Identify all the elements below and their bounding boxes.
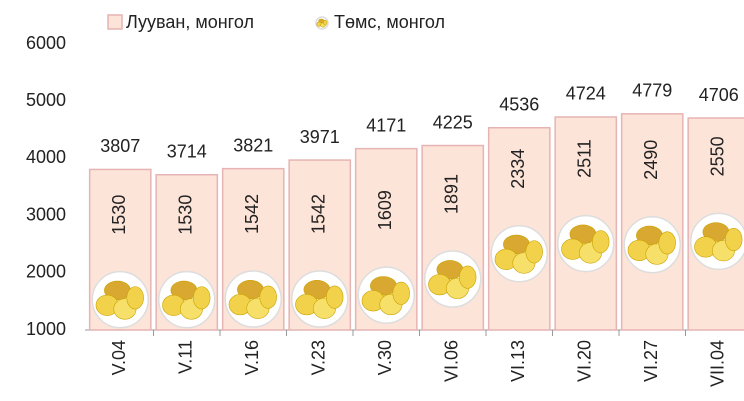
potato-marker: [690, 212, 744, 271]
potato-marker: [490, 224, 548, 283]
potato-marker: [357, 266, 415, 324]
legend-label: Лууван, монгол: [126, 12, 254, 32]
icon-part: [323, 19, 328, 26]
x-tick-label: VI.06: [442, 340, 462, 382]
icon-part: [192, 286, 211, 310]
value-label: 2511: [575, 139, 595, 178]
y-tick-label: 4000: [26, 147, 66, 167]
icon-part: [724, 227, 743, 251]
potato-marker: [91, 270, 149, 329]
value-label: 1530: [176, 195, 196, 235]
icon-part: [325, 285, 344, 309]
potato-marker: [424, 250, 482, 308]
potato-marker: [623, 216, 681, 274]
value-label: 2490: [641, 140, 661, 180]
icon-part: [658, 231, 676, 255]
y-tick-label: 6000: [26, 33, 66, 53]
legend-swatch: [315, 16, 329, 30]
y-tick-label: 3000: [26, 204, 66, 224]
x-tick-label: V.11: [176, 340, 196, 374]
value-label: 1542: [242, 194, 262, 234]
legend-label: Төмс, монгол: [334, 12, 445, 32]
value-label: 4779: [632, 81, 672, 101]
potato-marker: [557, 214, 615, 273]
value-label: 4225: [433, 112, 473, 132]
y-tick-label: 1000: [26, 319, 66, 339]
icon-part: [126, 286, 144, 310]
value-label: 3971: [300, 127, 340, 147]
value-label: 4171: [366, 115, 406, 135]
value-label: 4706: [699, 85, 739, 105]
x-tick-label: V.16: [242, 340, 262, 375]
x-tick-label: VI.20: [575, 340, 595, 382]
icon-part: [458, 265, 477, 289]
potato-marker: [291, 270, 349, 328]
value-label: 1530: [109, 195, 129, 235]
value-label: 1609: [375, 190, 395, 230]
x-tick-label: VII.04: [708, 340, 728, 387]
value-label: 3807: [100, 136, 140, 156]
value-label: 2550: [708, 136, 728, 176]
value-label: 3821: [233, 135, 273, 155]
x-tick-label: VI.27: [641, 340, 661, 382]
icon-part: [259, 285, 277, 309]
x-tick-label: V.04: [109, 340, 129, 375]
potato-marker: [224, 270, 282, 328]
value-label: 2334: [508, 149, 528, 189]
icon-part: [525, 240, 543, 264]
value-label: 3714: [167, 142, 207, 162]
y-tick-label: 5000: [26, 90, 66, 110]
value-label: 1542: [309, 194, 329, 234]
potato-marker: [158, 270, 216, 329]
x-tick-label: V.23: [309, 340, 329, 375]
x-tick-label: V.30: [375, 340, 395, 375]
icon-part: [591, 230, 610, 254]
value-label: 1891: [442, 174, 462, 214]
icon-part: [392, 281, 410, 305]
x-tick-label: VI.13: [508, 340, 528, 382]
y-tick-label: 2000: [26, 262, 66, 282]
legend-swatch: [107, 14, 123, 30]
value-label: 4536: [499, 94, 539, 114]
value-label: 4724: [566, 84, 606, 104]
